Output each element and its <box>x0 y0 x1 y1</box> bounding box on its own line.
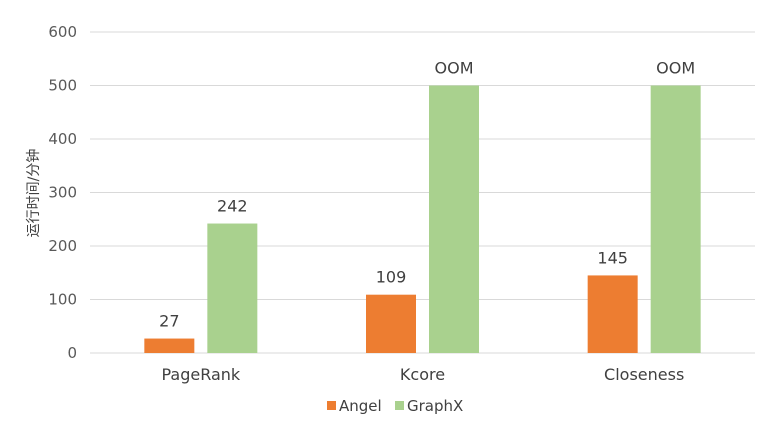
data-label: 242 <box>217 197 248 216</box>
y-tick-label: 300 <box>48 184 77 202</box>
y-axis-label: 运行时间/分钟 <box>25 149 42 238</box>
bar-angel-closeness <box>587 275 638 353</box>
bar-graphx-kcore <box>429 85 479 353</box>
legend: Angel GraphX <box>327 397 463 415</box>
y-tick-label: 600 <box>48 23 77 41</box>
bar-angel-kcore <box>366 294 416 353</box>
bar-angel-pagerank <box>144 338 195 353</box>
x-axis-ticks: PageRank Kcore Closeness <box>161 365 684 384</box>
legend-swatch-angel <box>327 401 336 410</box>
x-tick-label: Kcore <box>400 365 445 384</box>
bars <box>144 85 701 353</box>
x-tick-label: Closeness <box>604 365 684 384</box>
data-label: 27 <box>159 312 179 331</box>
x-tick-label: PageRank <box>161 365 240 384</box>
legend-swatch-graphx <box>395 401 404 410</box>
y-tick-label: 500 <box>48 77 77 95</box>
y-tick-label: 400 <box>48 130 77 148</box>
bar-graphx-pagerank <box>207 223 258 353</box>
y-tick-label: 100 <box>48 291 77 309</box>
y-axis-ticks: 0 100 200 300 400 500 600 <box>48 23 77 362</box>
y-tick-label: 200 <box>48 237 77 255</box>
data-label: 109 <box>376 268 407 287</box>
gridlines <box>90 31 755 354</box>
data-label: OOM <box>435 59 474 78</box>
data-label: 145 <box>597 248 628 267</box>
legend-label-graphx: GraphX <box>407 397 463 415</box>
legend-label-angel: Angel <box>339 397 382 415</box>
data-label: OOM <box>656 59 695 78</box>
y-tick-label: 0 <box>67 344 77 362</box>
bar-graphx-closeness <box>650 85 701 353</box>
data-labels: 27 242 109 OOM 145 OOM <box>159 59 695 331</box>
